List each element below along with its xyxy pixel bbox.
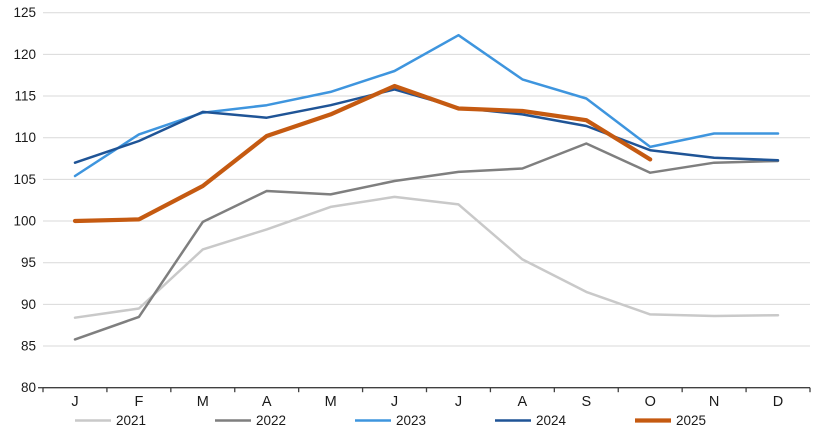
y-axis-label: 115 <box>14 89 36 104</box>
x-axis-label: F <box>134 394 143 410</box>
legend-item-2024: 2024 <box>495 413 567 428</box>
x-axis-label: M <box>325 394 337 410</box>
legend-label: 2025 <box>676 413 706 428</box>
legend-label: 2021 <box>116 413 146 428</box>
x-axis-label: A <box>518 394 528 410</box>
y-axis-label: 120 <box>13 47 36 62</box>
series-line-2022 <box>73 142 780 341</box>
x-axis-label: D <box>773 394 783 410</box>
legend-label: 2024 <box>536 413 567 428</box>
x-axis-label: M <box>197 394 209 410</box>
legend-item-2021: 2021 <box>75 413 146 428</box>
y-axis-label: 125 <box>13 5 36 20</box>
series-line-2023 <box>73 33 780 178</box>
series-line-2025 <box>72 83 653 224</box>
legend-label: 2022 <box>256 413 286 428</box>
y-axis-label: 90 <box>21 297 36 312</box>
x-axis-label: J <box>71 394 78 410</box>
y-axis-label: 105 <box>13 172 36 187</box>
x-axis-label: A <box>262 394 272 410</box>
legend-label: 2023 <box>396 413 426 428</box>
y-axis-label: 110 <box>14 130 36 145</box>
x-axis-label: S <box>581 394 591 410</box>
y-axis-label: 80 <box>21 380 36 395</box>
x-axis-label: J <box>455 394 462 410</box>
legend-item-2023: 2023 <box>355 413 426 428</box>
series-line-2024 <box>73 88 780 164</box>
y-axis-label: 100 <box>13 214 36 229</box>
legend-item-2025: 2025 <box>635 413 706 428</box>
x-axis-label: J <box>391 394 398 410</box>
y-axis-label: 95 <box>21 255 36 270</box>
y-axis-label: 85 <box>21 339 36 354</box>
series-line-2021 <box>73 195 780 319</box>
legend-item-2022: 2022 <box>215 413 286 428</box>
x-axis-label: N <box>709 394 719 410</box>
x-axis-label: O <box>645 394 656 410</box>
